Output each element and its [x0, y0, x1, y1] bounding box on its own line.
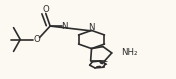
Text: N: N — [88, 23, 95, 32]
Text: O: O — [34, 35, 40, 44]
Text: NH₂: NH₂ — [121, 48, 138, 57]
Text: O: O — [42, 5, 49, 14]
Text: N: N — [61, 22, 67, 31]
Text: F: F — [102, 61, 107, 70]
